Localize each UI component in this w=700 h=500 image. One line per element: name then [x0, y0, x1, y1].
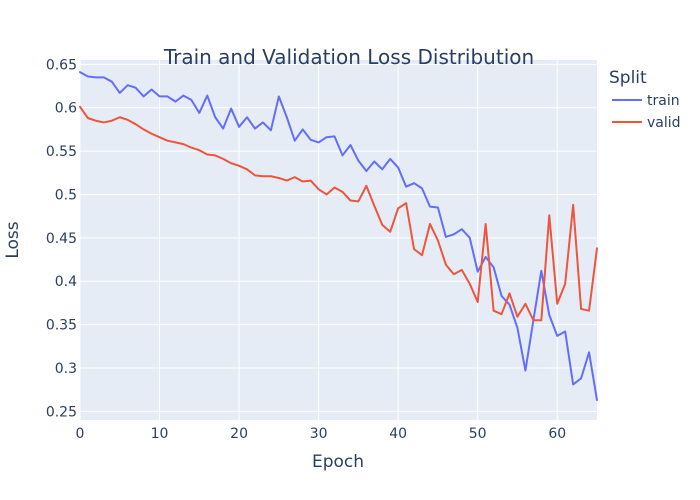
grid-lines [79, 60, 597, 420]
y-tick-label: 0.3 [55, 361, 77, 377]
legend-item-train[interactable]: train [612, 93, 680, 109]
x-tick-label: 40 [389, 426, 407, 442]
x-tick-label: 20 [230, 426, 248, 442]
y-tick-label: 0.35 [46, 318, 77, 334]
y-tick-label: 0.65 [46, 57, 77, 73]
series-layer [79, 71, 598, 402]
legend[interactable]: Split train valid [609, 68, 681, 131]
x-tick-label: 10 [151, 426, 169, 442]
x-tick-label: 60 [548, 426, 566, 442]
y-tick-label: 0.45 [46, 231, 77, 247]
plot-background [80, 60, 597, 420]
x-axis-title: Epoch [312, 452, 364, 472]
legend-label: train [647, 93, 680, 109]
series-line-valid [79, 105, 598, 322]
x-tick-label: 50 [469, 426, 487, 442]
y-tick-label: 0.6 [55, 101, 77, 117]
legend-title: Split [609, 68, 647, 88]
y-tick-label: 0.25 [46, 404, 77, 420]
y-tick-labels: 0.25 0.3 0.35 0.4 0.45 0.5 0.55 0.6 0.65 [46, 57, 77, 420]
series-line-train [79, 71, 598, 402]
legend-item-valid[interactable]: valid [612, 115, 681, 131]
y-tick-label: 0.4 [55, 274, 77, 290]
y-tick-label: 0.55 [46, 144, 77, 160]
x-tick-labels: 0 10 20 30 40 50 60 [76, 426, 567, 442]
legend-items: train valid [612, 93, 681, 131]
x-tick-label: 0 [76, 426, 85, 442]
y-axis-title: Loss [3, 221, 23, 258]
legend-label: valid [647, 115, 681, 131]
chart-title: Train and Validation Loss Distribution [163, 45, 534, 69]
y-tick-label: 0.5 [55, 187, 77, 203]
x-tick-label: 30 [310, 426, 328, 442]
